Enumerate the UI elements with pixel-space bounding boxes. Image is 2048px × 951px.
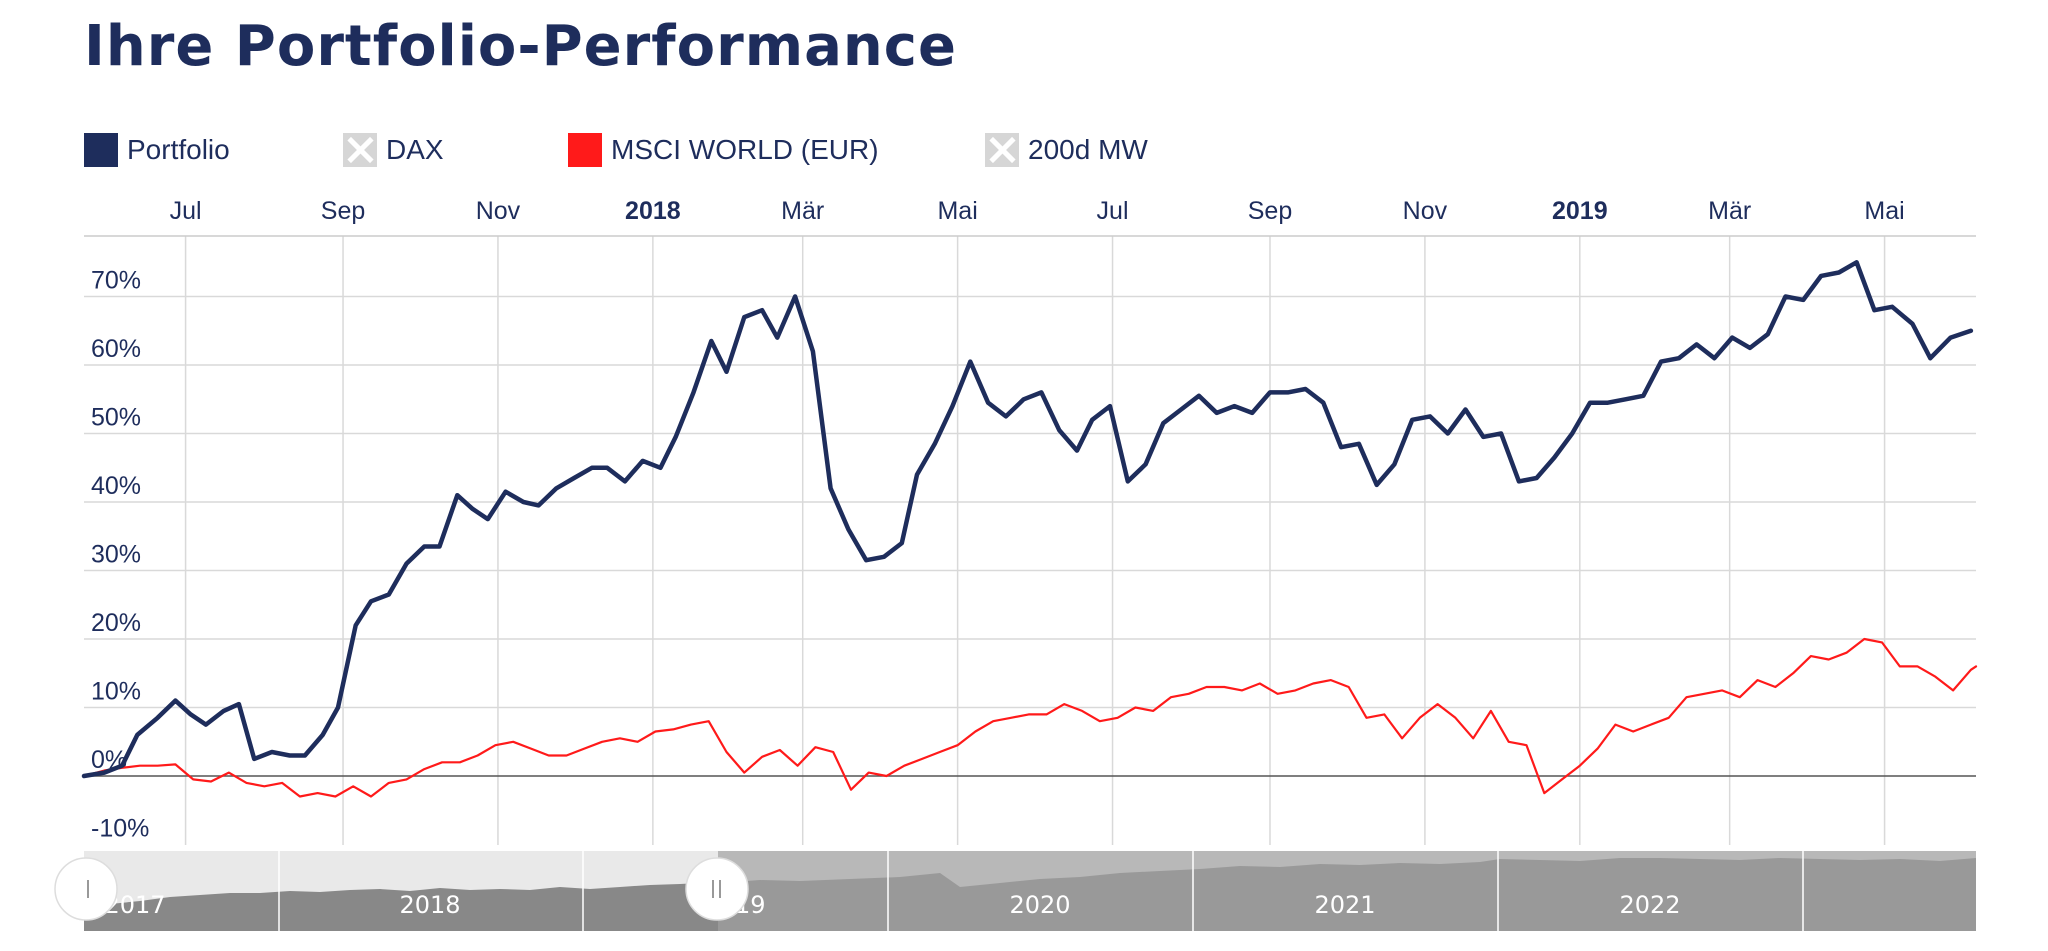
page-title: Ihre Portfolio-Performance xyxy=(84,14,957,79)
y-tick-label: 60% xyxy=(91,335,141,363)
navigator-year-label: 2022 xyxy=(1619,891,1680,919)
series-layer xyxy=(81,260,1978,798)
x-tick-label: Mai xyxy=(937,197,977,225)
y-tick-label: 10% xyxy=(91,678,141,706)
series-line-portfolio[interactable] xyxy=(81,260,1974,779)
y-tick-label: 40% xyxy=(91,472,141,500)
x-tick-label: Jul xyxy=(1097,197,1129,225)
x-tick-label: Mär xyxy=(1708,197,1751,225)
x-tick-label: 2019 xyxy=(1552,197,1608,225)
x-tick-label: Mär xyxy=(781,197,824,225)
legend-disabled-x-icon xyxy=(343,133,377,167)
legend-item-dax[interactable]: DAX xyxy=(343,133,568,167)
x-tick-label: Mai xyxy=(1864,197,1904,225)
x-tick-label: Sep xyxy=(1248,197,1292,225)
legend-swatch-msci-world xyxy=(568,133,602,167)
x-tick-label: Sep xyxy=(321,197,365,225)
y-tick-label: -10% xyxy=(91,815,149,843)
navigator-year-label: 2018 xyxy=(399,891,460,919)
navigator-year-label: 2020 xyxy=(1009,891,1070,919)
navigator-mini-series-inactive xyxy=(718,858,1976,931)
legend-label-dax: DAX xyxy=(386,134,444,165)
y-tick-label: 70% xyxy=(91,267,141,295)
chart-legend: Portfolio DAX MSCI WORLD (EUR) 200d MW xyxy=(84,130,1148,170)
y-tick-label: 20% xyxy=(91,609,141,637)
legend-label-portfolio: Portfolio xyxy=(127,134,230,165)
y-axis-labels: 70%60%50%40%30%20%10%0%-10% xyxy=(91,267,149,843)
legend-swatch-portfolio xyxy=(84,133,118,167)
x-tick-label: 2018 xyxy=(625,197,681,225)
navigator-year-label: 2021 xyxy=(1314,891,1375,919)
legend-item-portfolio[interactable]: Portfolio xyxy=(84,133,343,167)
navigator-mini-series-selected xyxy=(84,882,718,931)
legend-disabled-x-icon xyxy=(985,133,1019,167)
legend-label-msci-world: MSCI WORLD (EUR) xyxy=(611,134,879,165)
navigator-handle-left[interactable] xyxy=(54,857,118,921)
y-tick-label: 30% xyxy=(91,541,141,569)
grid-horizontal xyxy=(84,295,1976,777)
legend-label-200d-mw: 200d MW xyxy=(1028,134,1148,165)
range-navigator[interactable]: 201720182019202020212022 xyxy=(54,851,1976,931)
navigator-dividers xyxy=(278,851,1804,931)
x-tick-label: Jul xyxy=(170,197,202,225)
legend-item-200d-mw[interactable]: 200d MW xyxy=(985,133,1148,167)
x-tick-label: Nov xyxy=(476,197,521,225)
grid-vertical xyxy=(184,236,1886,845)
y-tick-label: 50% xyxy=(91,404,141,432)
navigator-handle-right[interactable] xyxy=(685,857,749,921)
series-line-msci-world[interactable] xyxy=(82,637,1978,798)
x-tick-label: Nov xyxy=(1403,197,1448,225)
legend-item-msci-world[interactable]: MSCI WORLD (EUR) xyxy=(568,133,985,167)
x-axis-labels: Jul Sep Nov 2018 Mär Mai Jul Sep Nov 2019 Mär Mai xyxy=(170,197,1905,225)
